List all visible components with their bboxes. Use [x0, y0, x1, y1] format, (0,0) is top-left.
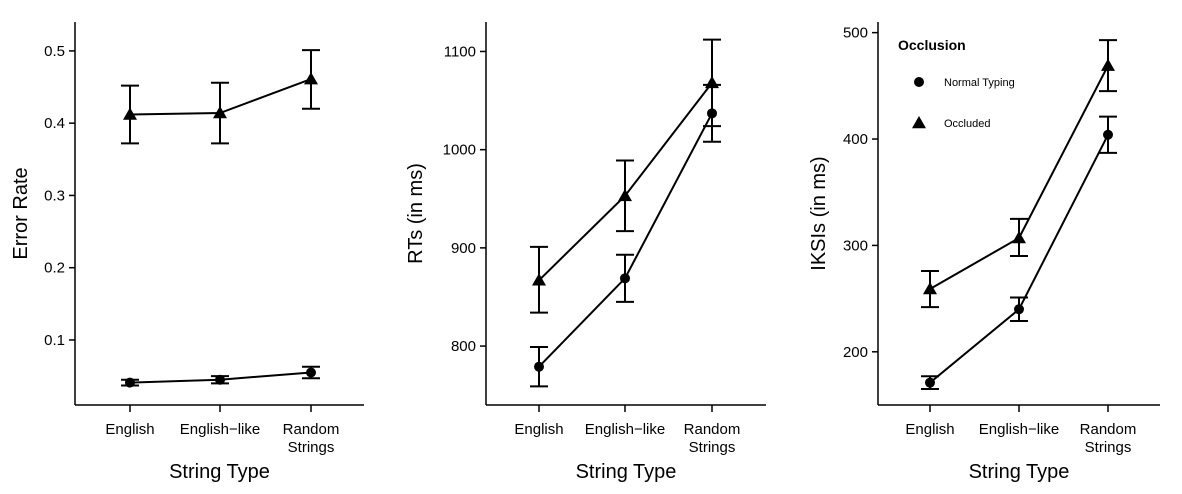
x-tick-label: English−like: [979, 421, 1059, 438]
x-tick-label: English: [514, 421, 563, 438]
y-tick-label: 1000: [443, 142, 476, 159]
legend-title: Occlusion: [898, 37, 966, 53]
y-tick-label: 0.1: [44, 332, 65, 349]
y-tick-label: 500: [843, 25, 868, 42]
y-tick-label: 900: [451, 240, 476, 257]
panel-rts: 800 900 1000 1100 English English−like Random S…: [405, 22, 766, 483]
x-axis-title: String Type: [969, 461, 1070, 483]
data-point-triangle: [705, 75, 719, 89]
legend-marker-circle: [914, 77, 924, 87]
y-tick-label: 0.5: [44, 43, 65, 60]
x-tick-label: English−like: [180, 421, 260, 438]
y-tick-label: 1100: [444, 43, 476, 60]
data-point-triangle: [923, 282, 937, 295]
y-tick-label: 0.4: [44, 115, 65, 132]
series-triangle: [921, 39, 1117, 309]
data-point-triangle: [123, 107, 137, 120]
data-point-triangle: [304, 72, 318, 85]
y-tick-label: 200: [843, 344, 868, 361]
y-tick-label: 300: [843, 237, 868, 254]
x-tick-label: English: [905, 421, 954, 438]
data-point-circle: [125, 377, 135, 388]
y-axis-title: Error Rate: [10, 167, 32, 259]
series-line: [538, 112, 713, 368]
data-point-triangle: [1012, 230, 1026, 244]
y-axis-title: IKSIs (in ms): [808, 156, 830, 270]
data-point-circle: [534, 361, 544, 372]
data-point-triangle: [1101, 58, 1115, 71]
x-tick-label: Random Strings: [283, 421, 340, 456]
y-tick-label: 0.2: [44, 260, 65, 277]
series-triangle: [530, 38, 721, 314]
y-tick-label: 800: [451, 338, 476, 355]
data-point-circle: [925, 377, 935, 388]
legend: Occlusion Normal Typing Occluded: [898, 37, 1015, 130]
legend-label: Occluded: [944, 118, 990, 130]
legend-marker-triangle: [912, 116, 926, 129]
x-tick-label: Random Strings: [1080, 421, 1137, 456]
y-axis-title: RTs (in ms): [405, 163, 427, 264]
series-circle: [921, 115, 1117, 391]
data-point-circle: [620, 273, 630, 284]
series-triangle: [121, 49, 320, 145]
x-tick-label: Random Strings: [684, 421, 741, 456]
x-tick-label: English: [105, 421, 154, 438]
y-tick-label: 400: [843, 131, 868, 148]
legend-label: Normal Typing: [944, 77, 1015, 89]
series-line: [929, 134, 1109, 384]
data-point-circle: [1014, 304, 1024, 315]
series-circle: [121, 365, 320, 388]
data-point-circle: [215, 374, 225, 385]
data-point-circle: [1103, 129, 1113, 140]
x-tick-label: English−like: [585, 421, 665, 438]
data-point-circle: [306, 367, 316, 378]
y-tick-label: 0.3: [44, 187, 65, 204]
x-axis-title: String Type: [169, 461, 270, 483]
panel-error-rate: 0.1 0.2 0.3 0.4 0.5 English English−like Random…: [10, 22, 364, 483]
panel-iksis: 200 300 400 500 English English−like Random Str…: [808, 22, 1160, 483]
data-point-triangle: [532, 273, 546, 286]
x-axis-title: String Type: [576, 461, 677, 483]
data-point-triangle: [618, 188, 632, 202]
data-point-triangle: [213, 106, 227, 119]
series-circle: [530, 83, 721, 388]
